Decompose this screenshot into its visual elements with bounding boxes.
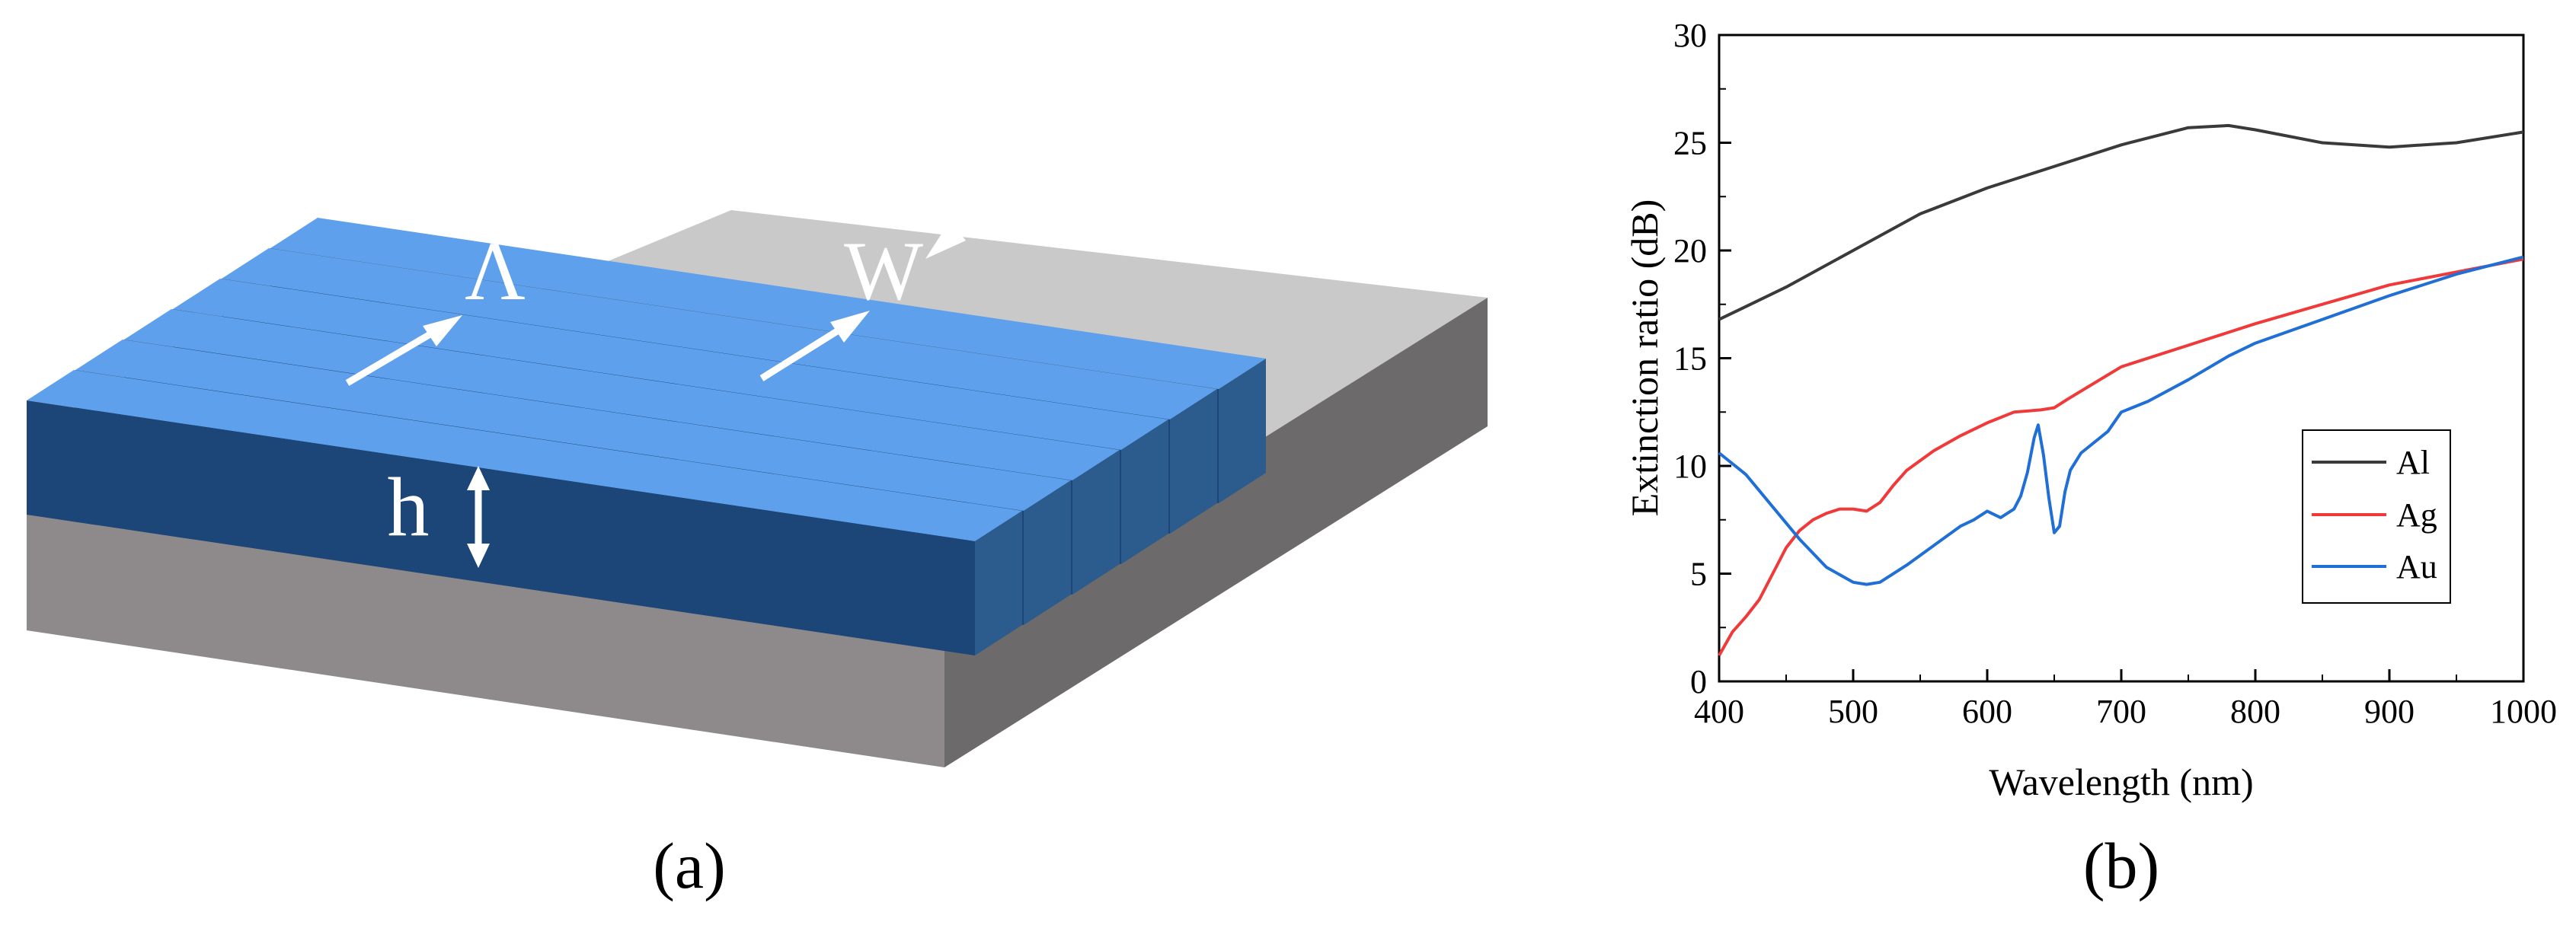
y-tick-label: 0 [1690,663,1707,700]
width-arrow-upper [925,186,1027,259]
period-arrow-lower [345,315,462,386]
period-arrow-upper [545,166,646,238]
bar-end-face [1121,419,1168,564]
bar-top-face [222,248,1217,419]
y-tick-label: 20 [1673,232,1707,270]
legend-label-au: Au [2396,548,2437,585]
legend-box [2302,429,2451,604]
period-label: Λ [465,225,526,317]
bar-top-face [270,218,1266,389]
y-tick-label: 15 [1673,340,1707,378]
bar-front-face [27,400,975,655]
panel-b-caption: (b) [2083,829,2159,902]
y-axis-ticks: 0 5 10 15 20 25 30 [1673,17,1731,700]
bar-end-face [1219,359,1266,503]
x-tick-label: 900 [2364,693,2415,730]
bar-end-face [1072,450,1120,595]
substrate-side-face [944,298,1488,767]
series-line-ag [1718,257,2524,656]
legend-label-ag: Ag [2396,496,2437,534]
bar-end-face [1170,389,1217,534]
x-tick-label: 1000 [2490,693,2557,730]
bar-top-face [27,370,1022,541]
y-tick-label: 5 [1690,556,1707,593]
bar-end-face [975,511,1022,655]
bar-top-face [75,340,1071,511]
x-tick-label: 500 [1828,693,1878,730]
x-tick-label: 600 [1962,693,2012,730]
legend: Al Ag Au [2302,429,2451,604]
x-tick-label: 400 [1694,693,1744,730]
x-tick-label: 700 [2096,693,2146,730]
width-arrow-lower [759,311,870,381]
panel-a-caption: (a) [653,829,725,902]
y-tick-label: 30 [1673,17,1707,54]
substrate-front-face [27,502,944,767]
series-lines [1718,123,2524,656]
bar-top-face [124,309,1120,480]
y-axis-label: Extinction ratio (dB) [1623,199,1666,517]
x-axis-label: Wavelength (nm) [1989,761,2253,803]
series-line-al [1718,123,2524,321]
x-axis-ticks: 400 500 600 700 800 900 1000 [1694,669,2557,730]
dimension-arrows [345,166,1027,568]
series-line-au [1718,255,2524,586]
grating-bar [27,370,1022,655]
grating-schematic: Λ W h (a) [27,166,1488,902]
legend-label-al: Al [2396,444,2430,481]
y-tick-label: 25 [1673,125,1707,162]
grating-bars [27,218,1266,655]
height-arrow [467,466,490,568]
bar-end-face [1024,480,1071,625]
extinction-ratio-chart: 400 500 600 700 800 900 1000 0 5 10 15 20 25 30 Al A… [1623,17,2557,902]
y-tick-label: 10 [1673,448,1707,485]
height-label: h [388,461,430,553]
bar-top-face [173,279,1168,450]
x-tick-label: 800 [2230,693,2280,730]
width-label: W [844,225,923,317]
